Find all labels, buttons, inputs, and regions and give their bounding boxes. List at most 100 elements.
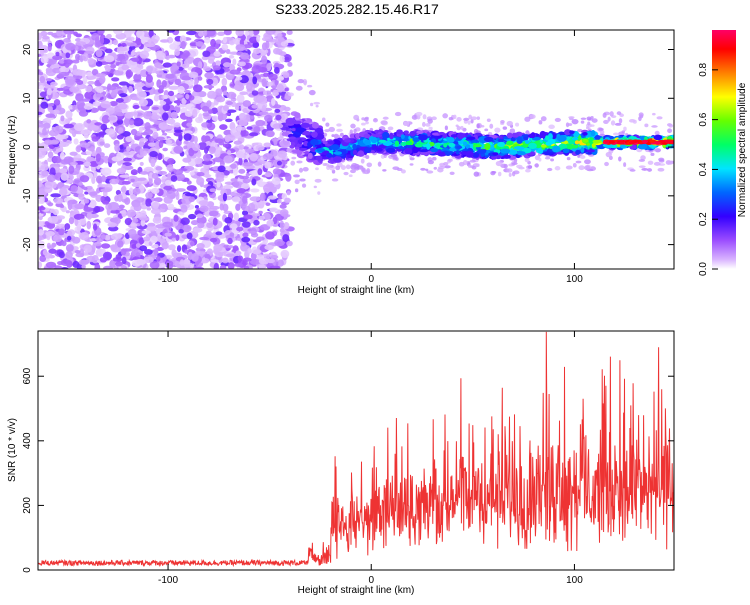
heatmap-cell — [437, 167, 444, 173]
heatmap-cell — [78, 218, 87, 226]
heatmap-cell — [58, 59, 65, 64]
heatmap-cell — [378, 139, 387, 143]
heatmap-cell — [168, 85, 180, 90]
heatmap-cell — [83, 207, 94, 212]
heatmap-cell — [80, 129, 92, 136]
heatmap-cell — [254, 213, 261, 217]
heatmap-cell — [83, 133, 89, 139]
colorbar-ticks: 0.00.20.40.60.8 — [698, 62, 718, 276]
heatmap-cell — [470, 116, 477, 121]
heatmap-cell — [569, 130, 575, 135]
heatmap-cell — [152, 131, 159, 139]
heatmap-cell — [127, 37, 132, 41]
heatmap-cell — [264, 114, 273, 122]
heatmap-cell — [255, 144, 265, 151]
heatmap-cell — [641, 167, 649, 171]
heatmap-cell — [480, 124, 485, 128]
heatmap-cell — [294, 112, 301, 119]
heatmap-cell — [59, 204, 65, 208]
heatmap-cell — [65, 110, 73, 119]
heatmap-cell — [310, 138, 319, 146]
heatmap-cell — [608, 140, 615, 144]
heatmap-cell — [233, 84, 240, 91]
heatmap-cell — [115, 98, 124, 103]
heatmap-cell — [256, 35, 261, 43]
heatmap-cell — [126, 145, 131, 152]
x-tick-label: -100 — [158, 274, 178, 285]
heatmap-cell — [51, 126, 56, 131]
heatmap-cell — [248, 30, 254, 37]
heatmap-cell — [476, 123, 480, 129]
heatmap-cell — [194, 157, 203, 165]
heatmap-cell — [69, 161, 78, 166]
heatmap-cell — [103, 143, 111, 148]
heatmap-cell — [605, 151, 612, 158]
y-tick-label: 0 — [22, 567, 33, 573]
heatmap-cell — [162, 221, 174, 228]
heatmap-cell — [316, 148, 325, 153]
heatmap-cell — [139, 138, 149, 142]
heatmap-cell — [163, 185, 173, 191]
heatmap-cell — [203, 36, 211, 44]
heatmap-cell — [295, 85, 303, 91]
heatmap-cell — [209, 237, 218, 243]
heatmap-cell — [238, 61, 246, 67]
heatmap-cell — [357, 150, 365, 157]
heatmap-cell — [40, 163, 49, 172]
heatmap-cell — [266, 63, 272, 71]
heatmap-cell — [138, 98, 149, 107]
heatmap-cell — [203, 66, 212, 72]
heatmap-cell — [133, 73, 142, 82]
heatmap-cell — [100, 188, 111, 193]
heatmap-cell — [47, 202, 54, 207]
heatmap-cell — [176, 245, 182, 253]
heatmap-cell — [433, 166, 438, 170]
heatmap-cell — [236, 226, 244, 232]
heatmap-cell — [49, 208, 56, 213]
heatmap-cell — [271, 98, 276, 106]
heatmap-cell — [188, 50, 197, 58]
heatmap-cell — [273, 66, 280, 74]
heatmap-cell — [551, 145, 561, 153]
heatmap-cell — [377, 161, 382, 167]
heatmap-cell — [586, 116, 592, 121]
heatmap-cell — [139, 171, 149, 175]
heatmap-cell — [233, 131, 242, 139]
heatmap-cell — [95, 194, 103, 202]
heatmap-cell — [343, 171, 349, 176]
heatmap-cell — [610, 120, 616, 126]
heatmap-cell — [98, 75, 106, 84]
heatmap-cell — [239, 231, 244, 239]
heatmap-cell — [311, 131, 318, 138]
heatmap-cell — [47, 43, 52, 52]
heatmap-cell — [74, 203, 85, 210]
heatmap-cell — [181, 97, 187, 105]
heatmap-cell — [149, 261, 160, 269]
heatmap-cell — [167, 264, 174, 269]
heatmap-cell — [525, 130, 530, 136]
heatmap-cell — [603, 119, 609, 124]
heatmap-cell — [150, 235, 158, 244]
heatmap-cell — [95, 132, 107, 136]
heatmap-cell — [466, 136, 476, 141]
heatmap-cell — [602, 112, 607, 118]
heatmap-cell — [114, 143, 121, 153]
heatmap-cell — [667, 161, 673, 165]
heatmap-cell — [604, 161, 609, 167]
heatmap-cell — [471, 166, 477, 170]
heatmap-cell — [551, 133, 557, 140]
snr-frame — [37, 330, 675, 571]
heatmap-cell — [281, 160, 288, 165]
heatmap-cell — [670, 140, 674, 144]
heatmap-cell — [427, 159, 434, 165]
heatmap-cell — [647, 160, 654, 165]
heatmap-cell — [592, 139, 603, 144]
heatmap-cell — [63, 59, 74, 65]
heatmap-cell — [339, 132, 344, 137]
heatmap-cell — [327, 164, 332, 168]
heatmap-cell — [223, 155, 233, 164]
heatmap-cell — [125, 69, 133, 78]
heatmap-cell — [476, 163, 480, 167]
heatmap-cell — [653, 134, 663, 141]
